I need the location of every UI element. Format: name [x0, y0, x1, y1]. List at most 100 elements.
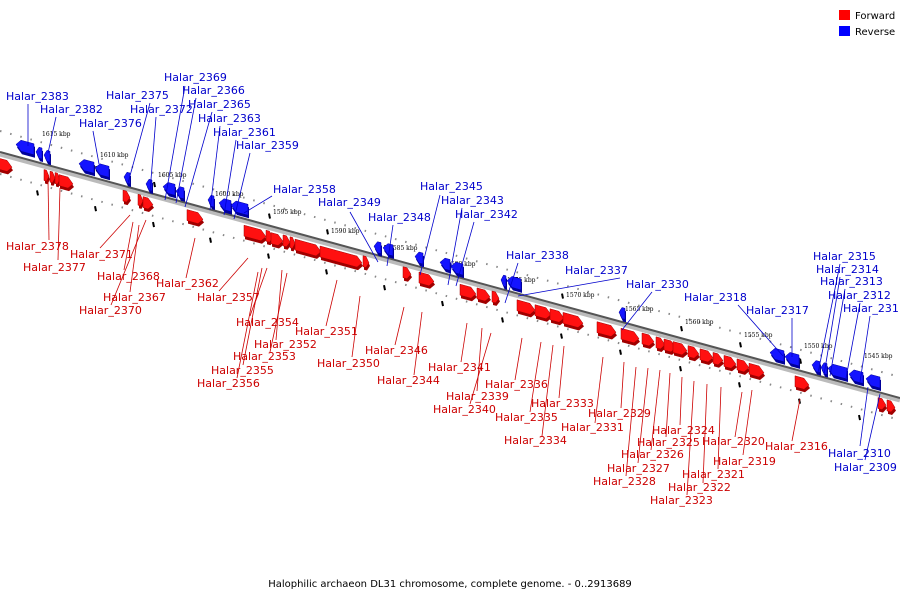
gene-box[interactable] — [748, 362, 765, 378]
gene-label[interactable]: Halar_2362 — [156, 277, 219, 290]
gene-box[interactable] — [549, 308, 565, 323]
gene-box[interactable] — [655, 336, 666, 350]
gene-box[interactable] — [596, 321, 617, 337]
gene-label[interactable]: Halar_2315 — [813, 250, 876, 263]
gene-label[interactable]: Halar_2335 — [495, 411, 558, 424]
gene-label[interactable]: Halar_2314 — [816, 263, 879, 276]
gene-label[interactable]: Halar_2357 — [197, 291, 260, 304]
gene-label[interactable]: Halar_2359 — [236, 139, 299, 152]
gene-box[interactable] — [94, 163, 110, 178]
gene-box[interactable] — [294, 238, 322, 257]
gene-label[interactable]: Halar_2328 — [593, 475, 656, 488]
gene-label[interactable]: Halar_2371 — [70, 248, 133, 261]
gene-label[interactable]: Halar_2319 — [713, 455, 776, 468]
gene-label[interactable]: Halar_2326 — [621, 448, 684, 461]
gene-box[interactable] — [142, 196, 154, 210]
gene-label[interactable]: Halar_2369 — [164, 71, 227, 84]
gene-box[interactable] — [122, 189, 131, 203]
gene-label[interactable]: Halar_2355 — [211, 364, 274, 377]
gene-label[interactable]: Halar_2313 — [820, 275, 883, 288]
gene-label[interactable]: Halar_2333 — [531, 397, 594, 410]
gene-label[interactable]: Halar_2340 — [433, 403, 496, 416]
gene-box[interactable] — [15, 139, 35, 156]
gene-label[interactable]: Halar_2345 — [420, 180, 483, 193]
gene-box[interactable] — [418, 271, 435, 287]
gene-box[interactable] — [459, 283, 477, 299]
gene-label[interactable]: Halar_2321 — [682, 468, 745, 481]
gene-label[interactable]: Halar_2368 — [97, 270, 160, 283]
gene-label[interactable]: Halar_2365 — [188, 98, 251, 111]
gene-box[interactable] — [672, 341, 688, 356]
gene-box[interactable] — [491, 290, 500, 304]
gene-label[interactable]: Halar_2322 — [668, 481, 731, 494]
gene-label[interactable]: Halar_2331 — [561, 421, 624, 434]
gene-label[interactable]: Halar_2317 — [746, 304, 809, 317]
gene-label[interactable]: Halar_2376 — [79, 117, 142, 130]
gene-label[interactable]: Halar_2348 — [368, 211, 431, 224]
gene-label[interactable]: Halar_2311 — [843, 302, 900, 315]
gene-label[interactable]: Halar_2312 — [828, 289, 891, 302]
gene-label[interactable]: Halar_2353 — [233, 350, 296, 363]
gene-box[interactable] — [886, 399, 896, 413]
gene-label[interactable]: Halar_2366 — [182, 84, 245, 97]
gene-box[interactable] — [769, 348, 785, 363]
gene-box[interactable] — [282, 234, 291, 248]
gene-label[interactable]: Halar_2375 — [106, 89, 169, 102]
gene-box[interactable] — [641, 332, 655, 347]
gene-label[interactable]: Halar_2350 — [317, 357, 380, 370]
gene-box[interactable] — [784, 352, 800, 367]
gene-box[interactable] — [382, 243, 394, 257]
gene-label[interactable]: Halar_2351 — [295, 325, 358, 338]
gene-box[interactable] — [516, 299, 536, 315]
gene-box[interactable] — [319, 245, 363, 268]
gene-box[interactable] — [230, 200, 249, 216]
gene-box[interactable] — [534, 304, 552, 319]
gene-label[interactable]: Halar_2320 — [702, 435, 765, 448]
gene-label[interactable]: Halar_2324 — [652, 424, 715, 437]
gene-box[interactable] — [362, 255, 370, 268]
gene-label[interactable]: Halar_2378 — [6, 240, 69, 253]
gene-box[interactable] — [618, 307, 626, 320]
gene-box[interactable] — [35, 146, 43, 160]
gene-label[interactable]: Halar_2330 — [626, 278, 689, 291]
gene-box[interactable] — [723, 355, 737, 369]
gene-box[interactable] — [506, 276, 522, 291]
gene-label[interactable]: Halar_2344 — [377, 374, 440, 387]
gene-box[interactable] — [289, 236, 296, 249]
gene-label[interactable]: Halar_2318 — [684, 291, 747, 304]
gene-box[interactable] — [270, 232, 284, 246]
gene-box[interactable] — [175, 186, 185, 200]
gene-box[interactable] — [49, 170, 56, 184]
gene-label[interactable]: Halar_2354 — [236, 316, 299, 329]
gene-label[interactable]: Halar_2339 — [446, 390, 509, 403]
gene-box[interactable] — [373, 241, 382, 254]
gene-box[interactable] — [562, 312, 584, 328]
gene-box[interactable] — [476, 287, 491, 302]
gene-label[interactable]: Halar_2336 — [485, 378, 548, 391]
gene-box[interactable] — [43, 169, 50, 182]
gene-box[interactable] — [78, 159, 95, 174]
gene-box[interactable] — [402, 266, 412, 279]
gene-box[interactable] — [500, 274, 507, 288]
gene-label[interactable]: Halar_2372 — [130, 103, 193, 116]
gene-box[interactable] — [162, 182, 176, 196]
gene-label[interactable]: Halar_2349 — [318, 196, 381, 209]
gene-label[interactable]: Halar_2343 — [441, 194, 504, 207]
gene-box[interactable] — [736, 358, 750, 373]
gene-box[interactable] — [58, 174, 74, 189]
gene-box[interactable] — [865, 374, 881, 389]
gene-label[interactable]: Halar_2334 — [504, 434, 567, 447]
gene-label[interactable]: Halar_2358 — [273, 183, 336, 196]
gene-box[interactable] — [687, 345, 700, 359]
gene-label[interactable]: Halar_2370 — [79, 304, 142, 317]
gene-label[interactable]: Halar_2352 — [254, 338, 317, 351]
gene-label[interactable]: Halar_2377 — [23, 261, 86, 274]
gene-label[interactable]: Halar_2316 — [765, 440, 828, 453]
gene-box[interactable] — [827, 363, 848, 380]
gene-box[interactable] — [243, 224, 267, 242]
gene-label[interactable]: Halar_2382 — [40, 103, 103, 116]
gene-box[interactable] — [794, 375, 810, 390]
gene-label[interactable]: Halar_2338 — [506, 249, 569, 262]
gene-label[interactable]: Halar_2383 — [6, 90, 69, 103]
gene-box[interactable] — [186, 209, 204, 224]
